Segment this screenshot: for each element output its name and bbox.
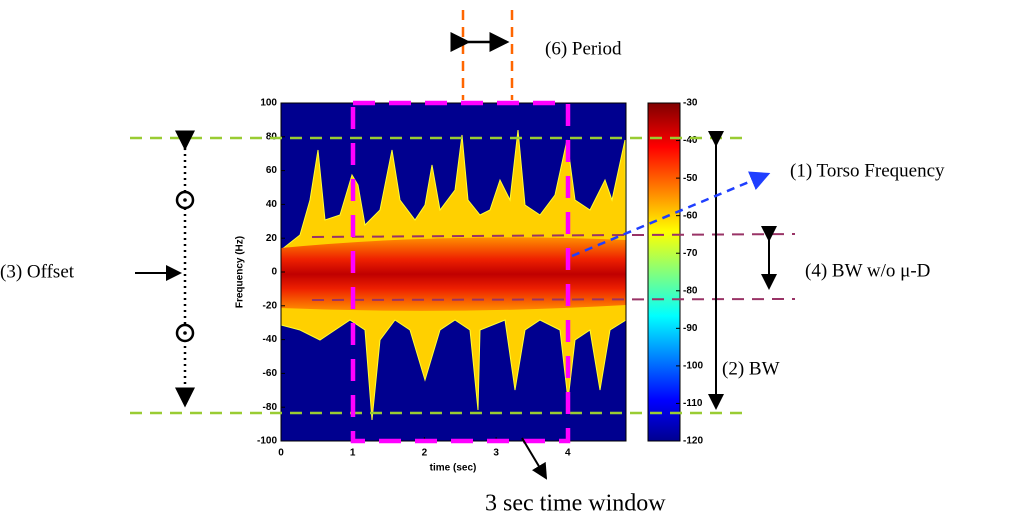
y-tick-label: 20 — [266, 233, 278, 244]
colorbar-tick-label: -70 — [683, 248, 698, 259]
period-label: (6) Period — [545, 38, 622, 59]
colorbar-tick-label: -80 — [683, 285, 698, 296]
x-tick-label: 2 — [422, 448, 428, 459]
y-tick-label: 100 — [260, 98, 277, 109]
y-axis-label: Frequency (Hz) — [235, 236, 246, 308]
torso-label: (1) Torso Frequency — [790, 160, 945, 181]
offset-label: (3) Offset — [0, 261, 75, 282]
y-tick-label: -100 — [257, 436, 277, 447]
window-label: 3 sec time window — [485, 491, 666, 517]
colorbar-tick-label: -110 — [683, 398, 703, 409]
colorbar — [647, 102, 681, 442]
y-tick-label: -60 — [263, 368, 278, 379]
y-tick-label: 40 — [266, 199, 278, 210]
x-tick-label: 4 — [565, 448, 571, 459]
spectrogram — [280, 103, 627, 441]
x-axis-label: time (sec) — [430, 463, 477, 474]
colorbar-tick-label: -100 — [683, 361, 703, 372]
colorbar-tick-label: -30 — [683, 98, 698, 109]
y-tick-label: -40 — [263, 334, 278, 345]
x-tick-label: 3 — [493, 448, 499, 459]
colorbar-ticks: -30 -40 -50 -60 -70 -80 -90 -100 -110 -120 — [676, 98, 703, 447]
colorbar-tick-label: -40 — [683, 135, 698, 146]
y-tick-label: 60 — [266, 165, 278, 176]
y-tick-label: 0 — [271, 267, 277, 278]
bw-no-md-label: (4) BW w/o μ-D — [805, 260, 930, 281]
colorbar-tick-label: -120 — [683, 436, 703, 447]
y-tick-label: -80 — [263, 402, 278, 413]
x-tick-label: 1 — [350, 448, 356, 459]
colorbar-tick-label: -60 — [683, 210, 698, 221]
bw-label: (2) BW — [722, 358, 780, 379]
colorbar-tick-label: -90 — [683, 323, 698, 334]
x-tick-label: 0 — [278, 448, 284, 459]
annotation-lines — [130, 10, 796, 480]
colorbar-tick-label: -50 — [683, 173, 698, 184]
y-tick-label: -20 — [263, 300, 278, 311]
